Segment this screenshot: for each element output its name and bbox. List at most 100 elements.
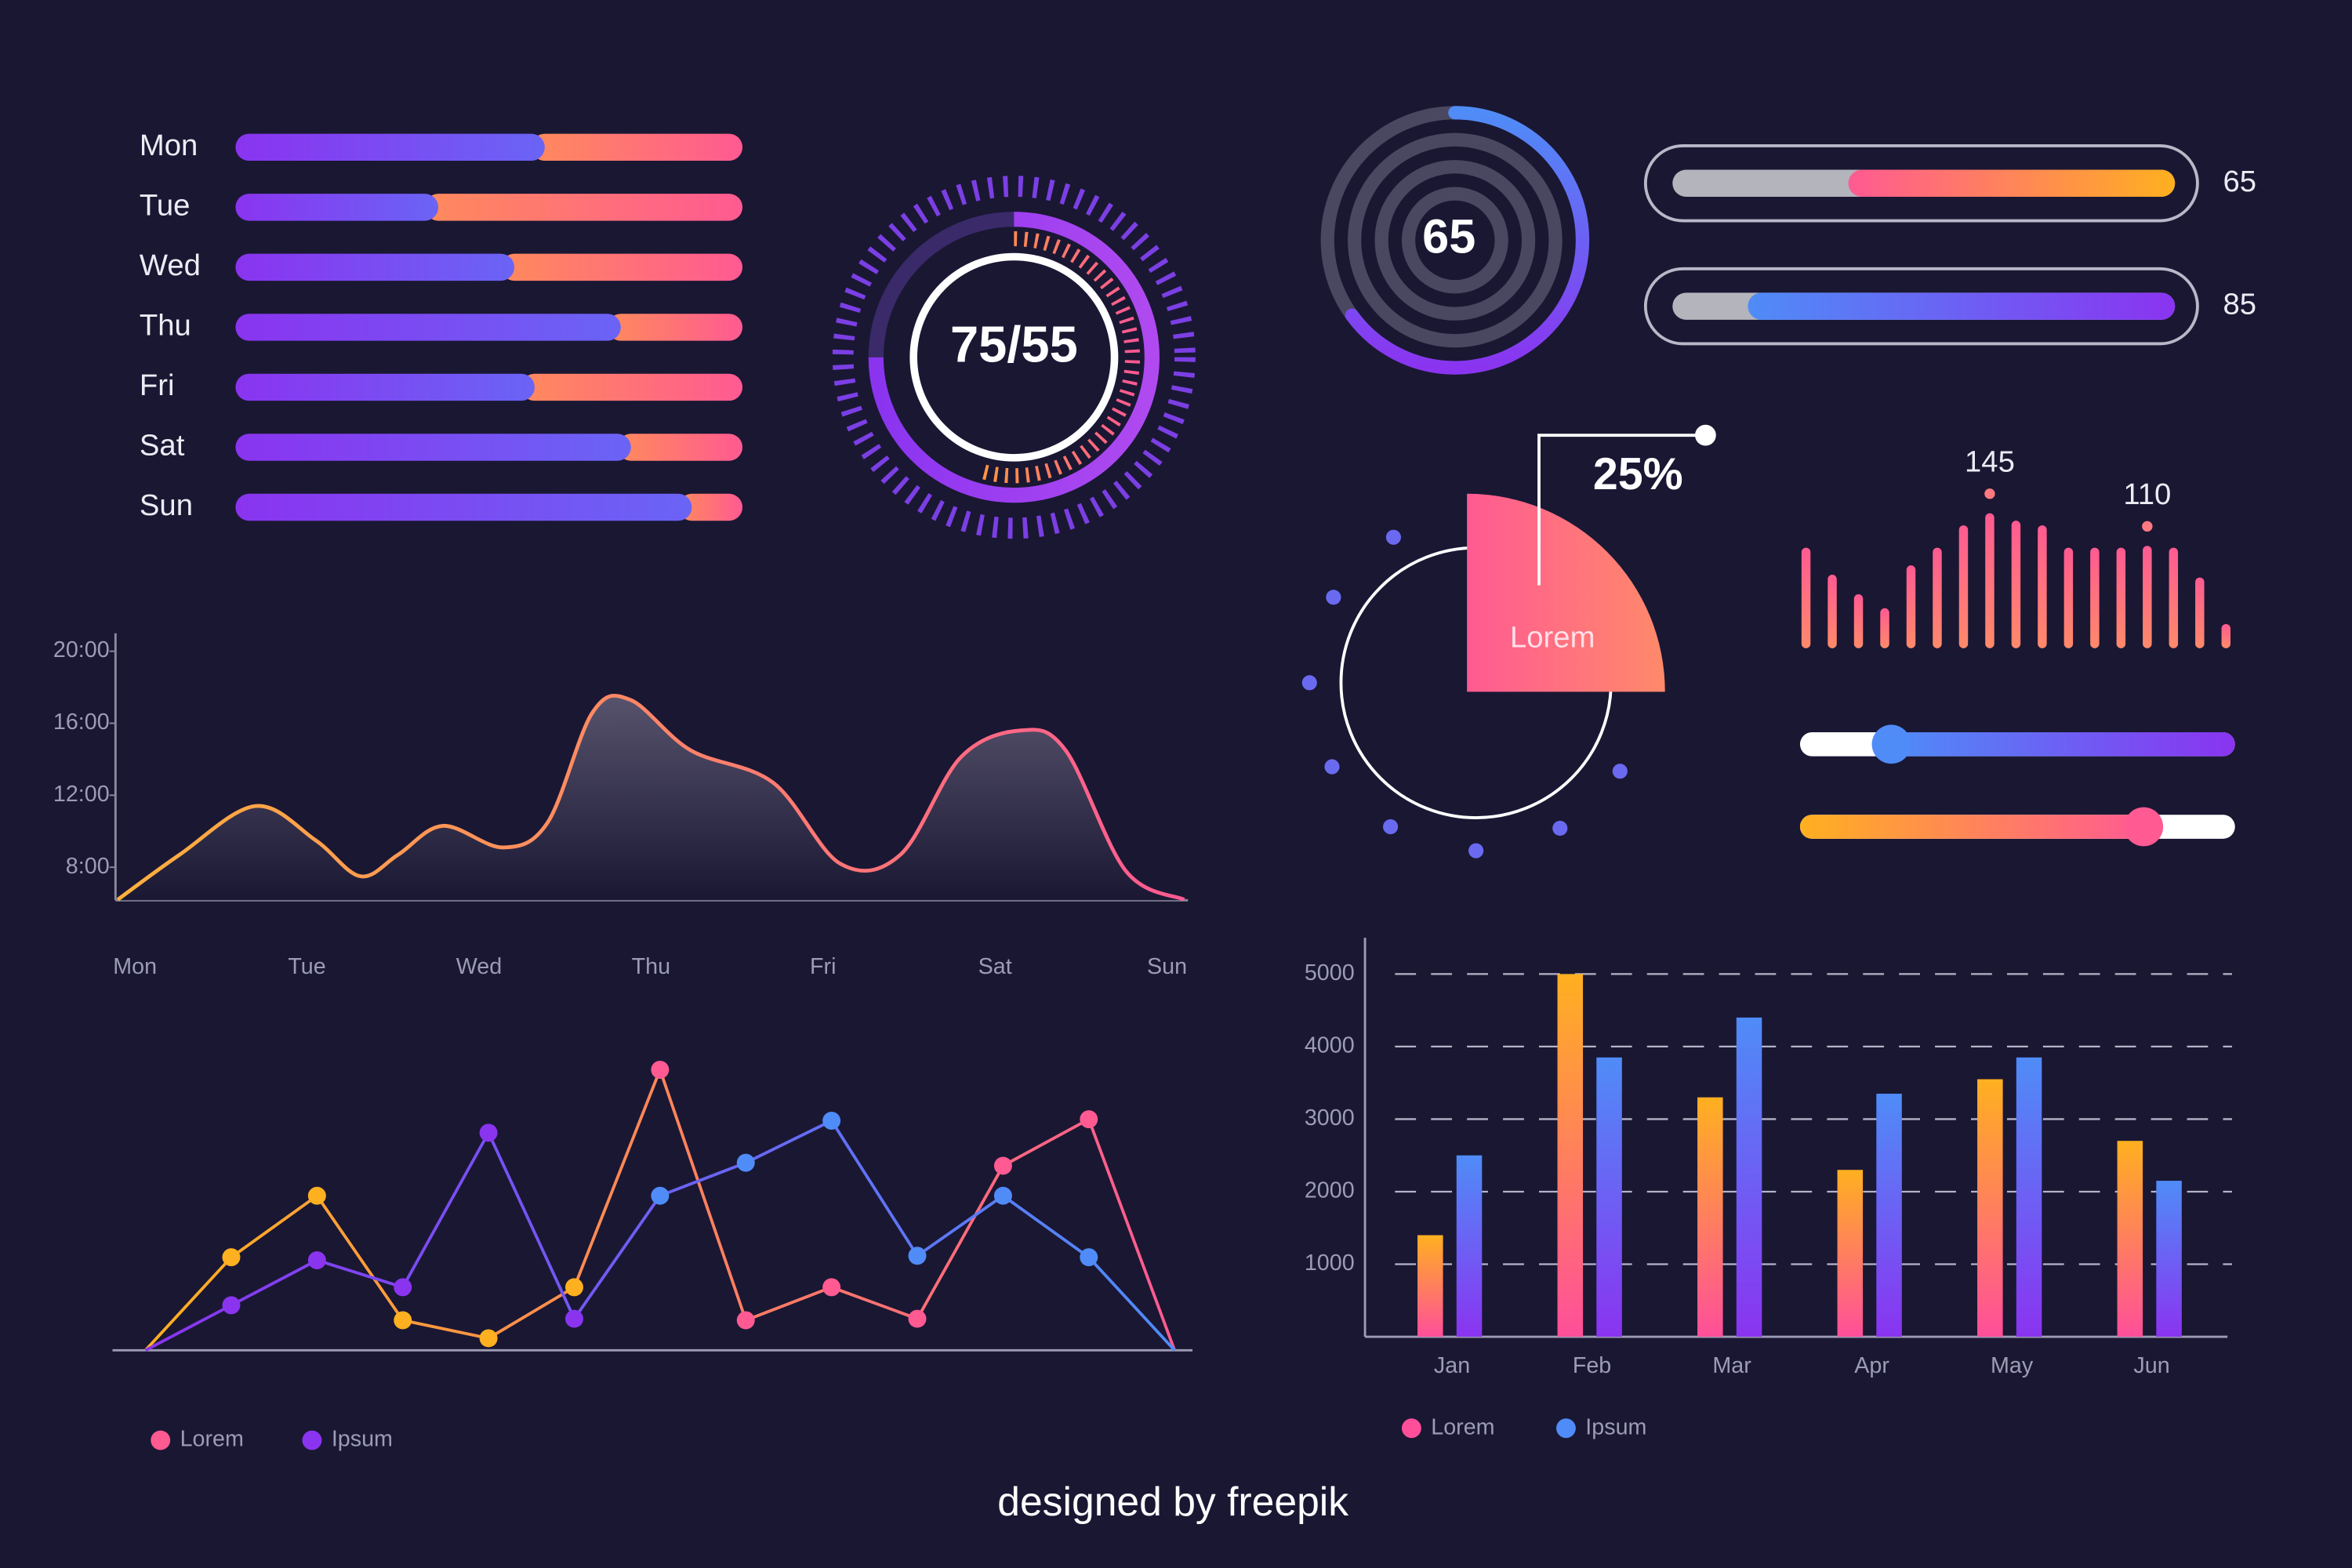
series-dot [307, 1250, 326, 1269]
pie-dot [1468, 843, 1484, 858]
pie-dot [1326, 590, 1341, 605]
bar [1977, 1079, 2003, 1338]
series-dot [993, 1156, 1012, 1175]
ring-arc [1345, 106, 1590, 375]
legend-swatch [302, 1430, 322, 1450]
thin-bar [1828, 575, 1837, 648]
thin-bar [2038, 525, 2047, 648]
bar-segment [607, 314, 743, 341]
x-tick-label: Tue [288, 954, 325, 979]
bar [1837, 1170, 1864, 1338]
y-tick-label: 20:00 [53, 637, 110, 662]
series-dot [651, 1186, 670, 1205]
x-tick-label: Apr [1854, 1353, 1889, 1378]
inner-ring [909, 252, 1119, 462]
y-tick-label: 8:00 [66, 854, 110, 879]
pie-dot [1385, 529, 1401, 545]
day-label: Wed [140, 249, 201, 282]
pie-category-label: Lorem [1510, 620, 1595, 654]
progress-label: 65 [2223, 165, 2256, 198]
bar-segment [521, 373, 743, 401]
bar-segment [235, 434, 631, 461]
bar-segment [235, 253, 515, 281]
series-dot [993, 1186, 1012, 1205]
day-label: Sun [140, 488, 193, 522]
area-line [116, 693, 1185, 902]
x-tick-label: Thu [632, 954, 670, 979]
y-tick-label: 5000 [1305, 960, 1355, 985]
y-tick-label: 4000 [1305, 1033, 1355, 1058]
legend-label: Lorem [180, 1427, 244, 1452]
bar-value-label: 145 [1965, 445, 2015, 479]
pie-dot [1324, 759, 1340, 775]
legend-label: Ipsum [332, 1427, 393, 1452]
bar [2016, 1057, 2042, 1338]
thin-bar [1880, 608, 1889, 648]
progress-fill [1748, 292, 2176, 320]
ring [1401, 187, 1508, 294]
thin-bar [2221, 623, 2231, 648]
series-dot [565, 1309, 583, 1328]
slider-knob [1871, 724, 1911, 764]
series-dot [565, 1278, 583, 1297]
series-dot [222, 1248, 241, 1267]
leader-dot [1694, 424, 1716, 446]
ring [1348, 132, 1563, 348]
pie-dot [1383, 818, 1399, 835]
pie-dot [1552, 820, 1568, 837]
bar-segment [235, 133, 545, 162]
thin-bar [1933, 547, 1942, 648]
credit: designed by freepik [997, 1479, 1348, 1524]
thin-bar [2143, 546, 2152, 648]
x-tick-label: Feb [1573, 1353, 1611, 1378]
ring [1374, 160, 1536, 321]
legend-label: Lorem [1431, 1414, 1494, 1439]
thin-bar [1958, 525, 1969, 648]
y-tick-label: 2000 [1305, 1178, 1355, 1203]
slider-fill [1799, 815, 2144, 839]
legend-swatch [1556, 1418, 1576, 1439]
bar-segment [235, 373, 535, 401]
bar-segment [235, 194, 439, 221]
thin-bar [1906, 565, 1916, 648]
thin-bar [1853, 593, 1864, 648]
series-dot [908, 1247, 927, 1265]
y-tick-label: 16:00 [53, 710, 110, 735]
gauge-label: 75/55 [950, 315, 1078, 372]
bar [1456, 1155, 1483, 1338]
x-tick-label: Jan [1434, 1353, 1470, 1378]
x-tick-label: Fri [810, 954, 836, 979]
series-dot [1080, 1248, 1098, 1267]
thin-bar [1801, 547, 1811, 648]
series-dot [222, 1296, 241, 1315]
progress-frame [1643, 267, 2199, 346]
bar [1596, 1057, 1622, 1338]
bar [2117, 1141, 2143, 1338]
x-tick-label: Sun [1147, 954, 1187, 979]
series-dot [908, 1309, 927, 1328]
series-dot [307, 1186, 326, 1205]
day-label: Fri [140, 368, 175, 402]
pie-dot [1301, 675, 1317, 691]
pie-sector [1467, 493, 1665, 692]
bar [1876, 1094, 1902, 1338]
y-tick-label: 1000 [1305, 1250, 1355, 1276]
bar [2156, 1181, 2182, 1338]
tick-ring [832, 176, 1196, 539]
series-dot [394, 1311, 412, 1330]
bar [1417, 1235, 1443, 1338]
x-tick-label: Wed [456, 954, 502, 979]
x-tick-label: Sat [978, 954, 1012, 979]
bar-segment [235, 314, 621, 341]
slider-fill [1891, 731, 2235, 757]
series-dot [479, 1329, 498, 1348]
series-dot [822, 1278, 841, 1297]
x-tick-label: May [1991, 1353, 2034, 1378]
series-dot [1080, 1110, 1098, 1129]
bar-segment [235, 493, 692, 521]
bar [1557, 974, 1584, 1338]
ring-label: 65 [1422, 210, 1475, 263]
y-tick-label: 12:00 [53, 782, 110, 807]
